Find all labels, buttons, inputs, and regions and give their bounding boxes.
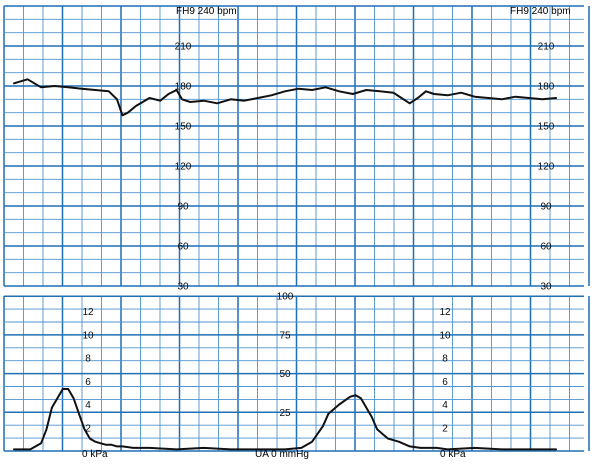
ua-footer-mid: UA 0 mmHg — [255, 449, 309, 460]
ua-trace — [13, 388, 557, 451]
ua-kpa-tick-label: 2 — [85, 423, 91, 434]
fhr-tick-label: 210 — [175, 42, 192, 53]
fhr-tick-label: 120 — [175, 162, 192, 173]
fhr-tick-label: 60 — [177, 242, 189, 253]
ua-footer-left: 0 kPa — [82, 449, 108, 460]
fhr-tick-label: 30 — [177, 282, 189, 293]
ua-grid — [3, 295, 590, 452]
fhr-tick-label: 180 — [175, 82, 192, 93]
fhr-tick-label: 210 — [538, 42, 555, 53]
ua-trace-line — [13, 388, 557, 451]
ua-mmhg-tick-label: 50 — [279, 369, 291, 380]
ua-mmhg-tick-label: 25 — [279, 408, 291, 419]
ua-kpa-tick-label: 4 — [85, 400, 91, 411]
fhr-tick-label: 150 — [538, 122, 555, 133]
fhr-header-right: FH9 240 bpm — [510, 6, 571, 17]
ua-kpa-tick-label: 8 — [85, 354, 91, 365]
fhr-trace — [13, 78, 557, 117]
fhr-tick-label: 60 — [540, 242, 552, 253]
fhr-tick-label: 30 — [540, 282, 552, 293]
ua-kpa-tick-label: 10 — [82, 330, 94, 341]
ua-mmhg-tick-label: 100 — [277, 292, 294, 303]
fhr-tick-label: 150 — [175, 122, 192, 133]
ua-footer-right: 0 kPa — [440, 449, 466, 460]
fhr-header-left: FH9 240 bpm — [176, 6, 237, 17]
ua-kpa-tick-label: 8 — [442, 354, 448, 365]
fhr-tick-label: 90 — [177, 202, 189, 213]
fhr-trace-line — [13, 78, 557, 117]
fhr-tick-label: 120 — [538, 162, 555, 173]
ua-kpa-tick-label: 6 — [85, 377, 91, 388]
ua-kpa-tick-label: 2 — [442, 423, 448, 434]
ua-kpa-tick-label: 10 — [439, 330, 451, 341]
fhr-tick-label: 90 — [540, 202, 552, 213]
ua-mmhg-tick-label: 75 — [279, 330, 291, 341]
ua-kpa-tick-label: 12 — [439, 307, 451, 318]
fhr-grid — [3, 5, 590, 287]
fhr-tick-label: 180 — [538, 82, 555, 93]
ua-kpa-tick-label: 6 — [442, 377, 448, 388]
tick-labels: FH9 240 bpm FH9 240 bpm 0 kPa UA 0 mmHg … — [82, 6, 571, 460]
ua-kpa-tick-label: 12 — [82, 307, 94, 318]
ua-kpa-tick-label: 4 — [442, 400, 448, 411]
